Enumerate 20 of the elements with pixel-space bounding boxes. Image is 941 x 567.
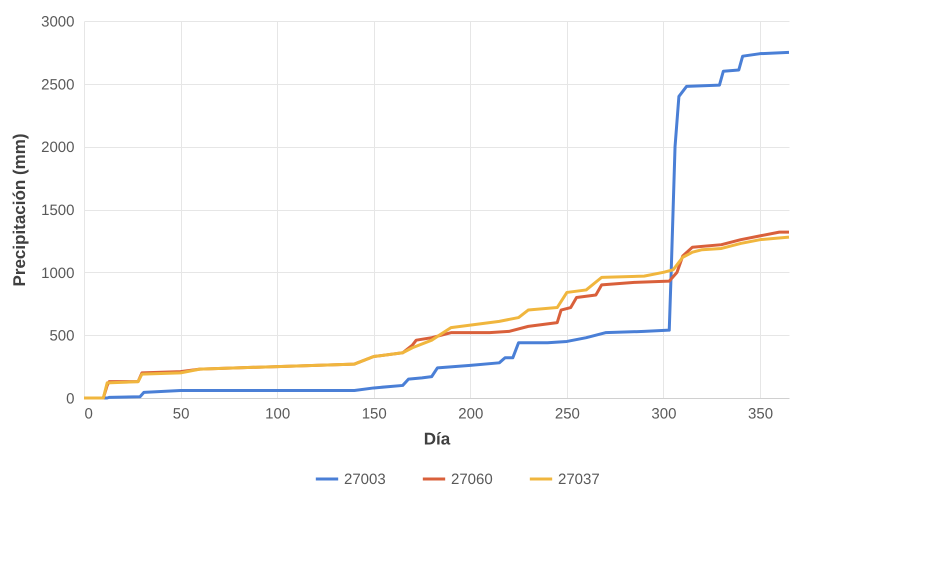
y-tick-label: 0 xyxy=(66,390,74,408)
x-tick-label: 350 xyxy=(748,406,774,422)
x-tick-label: 150 xyxy=(362,406,387,422)
x-tick-label: 0 xyxy=(84,406,93,422)
legend-label: 27003 xyxy=(344,471,386,488)
y-tick-label: 1000 xyxy=(41,264,74,282)
x-axis-title: Día xyxy=(424,430,451,448)
x-tick-label: 50 xyxy=(172,406,190,422)
x-tick-label: 100 xyxy=(265,406,290,422)
y-axis-title: Precipitación (mm) xyxy=(10,133,30,287)
y-tick-label: 2500 xyxy=(41,76,74,94)
x-tick-label: 200 xyxy=(458,406,484,422)
y-tick-label: 2000 xyxy=(41,139,74,156)
y-tick-label: 1500 xyxy=(41,202,74,219)
legend-label: 27037 xyxy=(558,471,600,488)
legend-label: 27060 xyxy=(451,471,493,488)
y-tick-label: 3000 xyxy=(41,14,74,30)
x-tick-label: 250 xyxy=(554,406,580,422)
y-tick-label: 500 xyxy=(49,328,74,345)
x-tick-label: 300 xyxy=(651,406,676,422)
